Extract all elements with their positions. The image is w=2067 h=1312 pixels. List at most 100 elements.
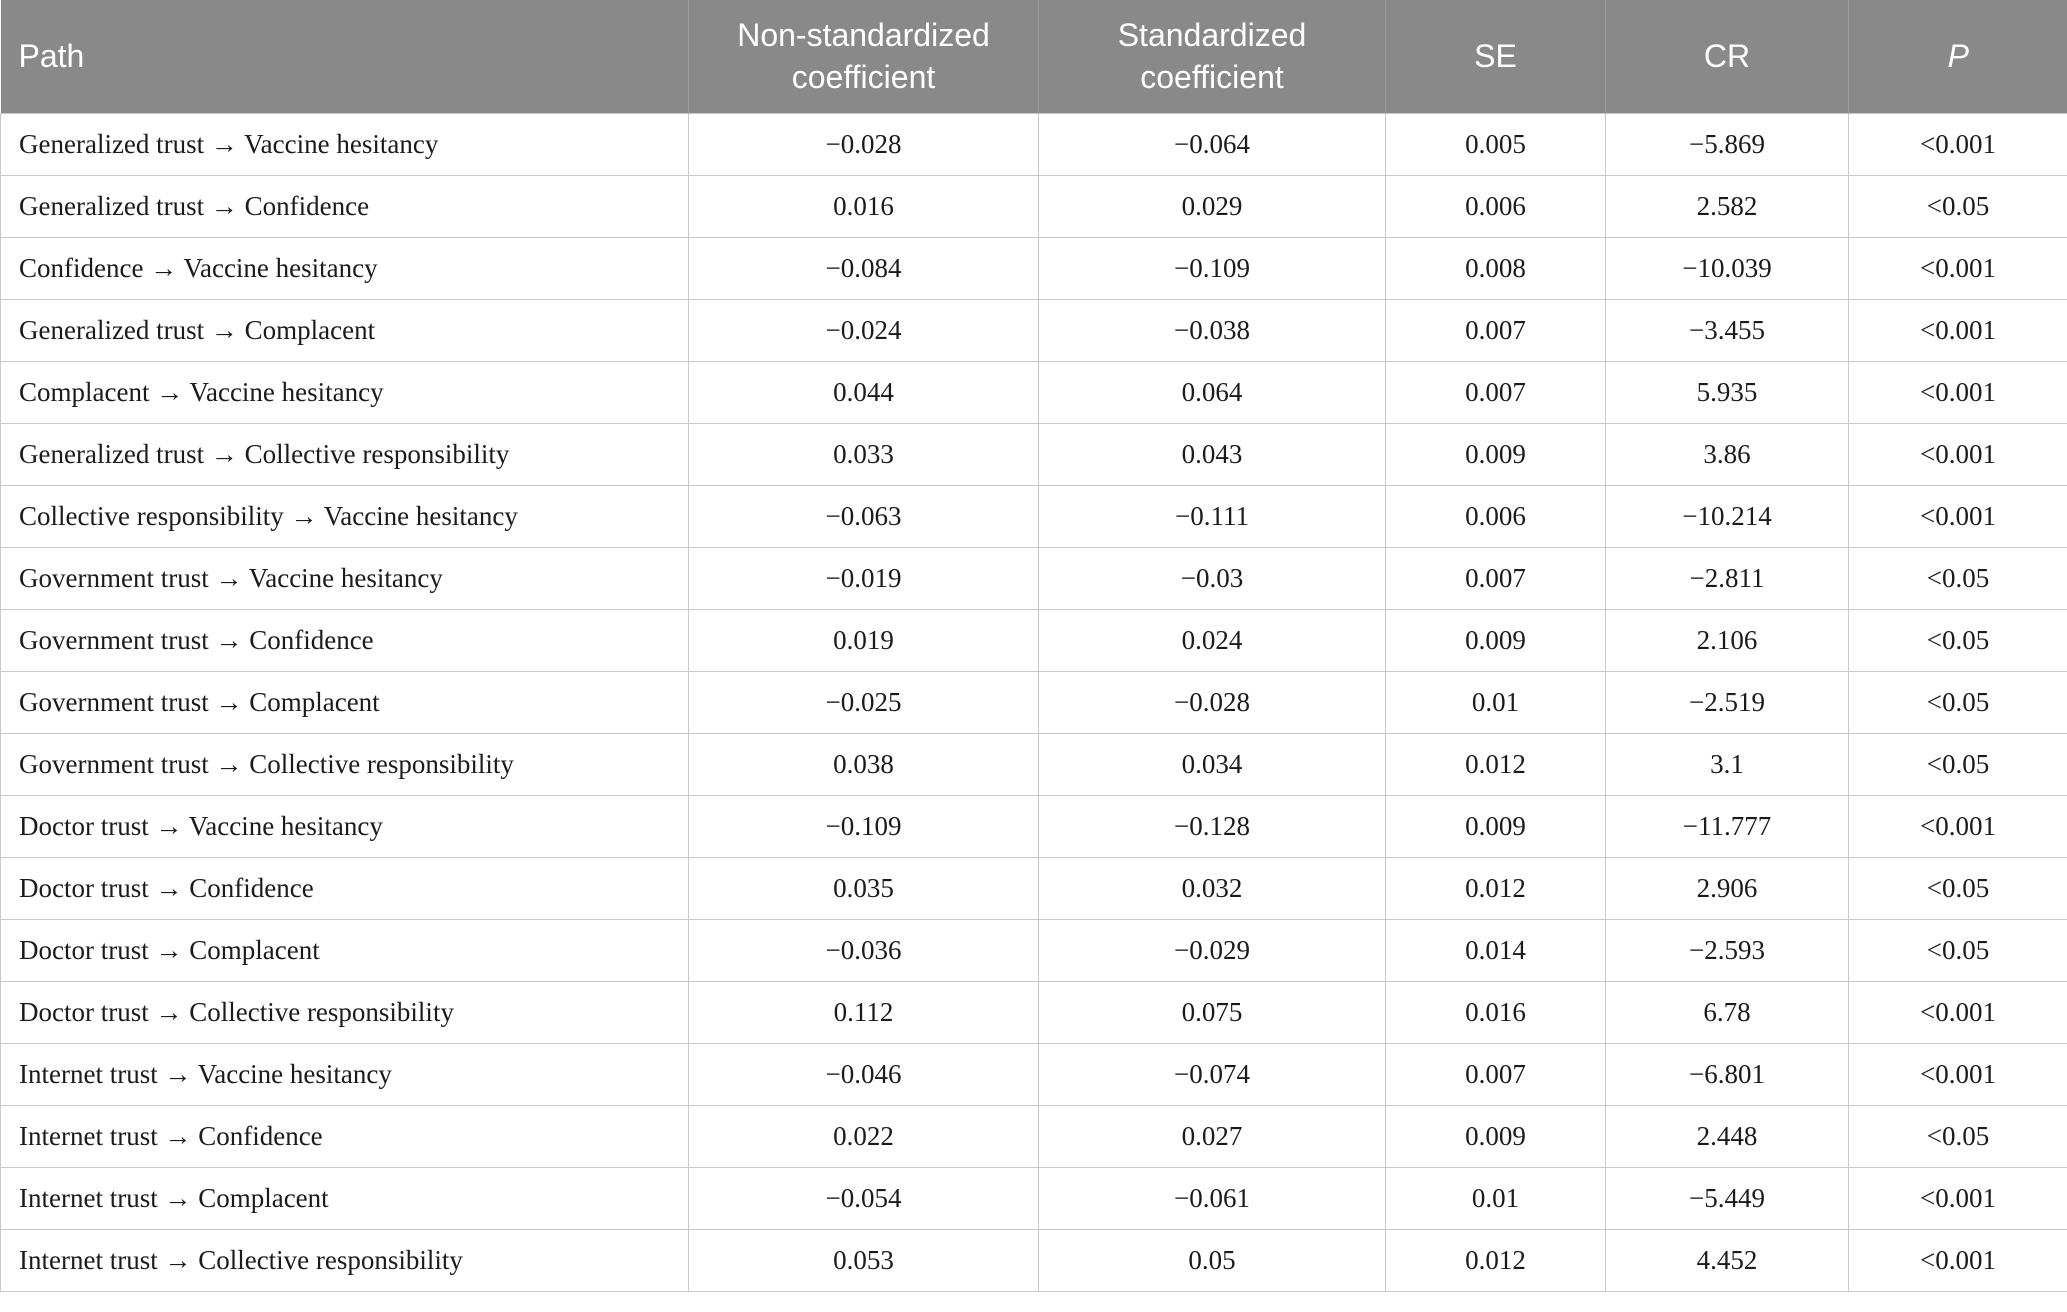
table-header: Path Non-standardized coefficient Standa… (0, 0, 2067, 114)
cell-non-standardized: −0.046 (688, 1043, 1039, 1106)
cell-p: <0.001 (1848, 113, 2067, 176)
cell-se: 0.012 (1385, 857, 1606, 920)
cell-non-standardized: −0.028 (688, 113, 1039, 176)
table-row: Confidence → Vaccine hesitancy −0.084 −0.1… (0, 237, 2067, 300)
cell-se: 0.012 (1385, 733, 1606, 796)
cell-cr: 3.1 (1605, 733, 1849, 796)
cell-se: 0.007 (1385, 299, 1606, 362)
cell-standardized: 0.024 (1038, 609, 1386, 672)
cell-non-standardized: −0.024 (688, 299, 1039, 362)
cell-cr: 3.86 (1605, 423, 1849, 486)
cell-non-standardized: 0.035 (688, 857, 1039, 920)
cell-non-standardized: 0.033 (688, 423, 1039, 486)
table-row: Government trust → Collective responsibi… (0, 733, 2067, 796)
cell-path: Complacent → Vaccine hesitancy (0, 361, 689, 424)
cell-se: 0.008 (1385, 237, 1606, 300)
cell-standardized: 0.043 (1038, 423, 1386, 486)
cell-p: <0.001 (1848, 1043, 2067, 1106)
table-row: Generalized trust → Complacent −0.024 −0.0… (0, 299, 2067, 362)
cell-standardized: −0.111 (1038, 485, 1386, 548)
cell-cr: −11.777 (1605, 795, 1849, 858)
cell-se: 0.01 (1385, 671, 1606, 734)
cell-path: Doctor trust → Confidence (0, 857, 689, 920)
cell-p: <0.001 (1848, 795, 2067, 858)
table-row: Doctor trust → Complacent −0.036 −0.029 0.0… (0, 919, 2067, 982)
cell-non-standardized: 0.053 (688, 1229, 1039, 1292)
cell-standardized: −0.128 (1038, 795, 1386, 858)
cell-path: Generalized trust → Confidence (0, 175, 689, 238)
cell-standardized: 0.029 (1038, 175, 1386, 238)
table-row: Internet trust → Collective responsibili… (0, 1229, 2067, 1292)
cell-non-standardized: −0.025 (688, 671, 1039, 734)
cell-non-standardized: −0.019 (688, 547, 1039, 610)
cell-standardized: −0.03 (1038, 547, 1386, 610)
cell-path: Internet trust → Collective responsibili… (0, 1229, 689, 1292)
cell-cr: −2.593 (1605, 919, 1849, 982)
cell-p: <0.001 (1848, 423, 2067, 486)
cell-standardized: 0.032 (1038, 857, 1386, 920)
cell-p: <0.05 (1848, 547, 2067, 610)
cell-se: 0.009 (1385, 423, 1606, 486)
cell-non-standardized: −0.036 (688, 919, 1039, 982)
cell-standardized: 0.034 (1038, 733, 1386, 796)
table-row: Generalized trust → Vaccine hesitancy −0.… (0, 113, 2067, 176)
cell-p: <0.001 (1848, 485, 2067, 548)
cell-p: <0.001 (1848, 299, 2067, 362)
header-row: Path Non-standardized coefficient Standa… (0, 0, 2067, 114)
cell-p: <0.001 (1848, 981, 2067, 1044)
cell-path: Doctor trust → Vaccine hesitancy (0, 795, 689, 858)
cell-standardized: −0.064 (1038, 113, 1386, 176)
cell-path: Generalized trust → Vaccine hesitancy (0, 113, 689, 176)
cell-cr: 2.582 (1605, 175, 1849, 238)
cell-se: 0.007 (1385, 361, 1606, 424)
cell-path: Internet trust → Confidence (0, 1105, 689, 1168)
cell-path: Government trust → Collective responsibi… (0, 733, 689, 796)
cell-path: Doctor trust → Collective responsibility (0, 981, 689, 1044)
cell-se: 0.005 (1385, 113, 1606, 176)
cell-p: <0.05 (1848, 671, 2067, 734)
cell-cr: −2.811 (1605, 547, 1849, 610)
table-row: Doctor trust → Vaccine hesitancy −0.109 −0… (0, 795, 2067, 858)
cell-se: 0.009 (1385, 1105, 1606, 1168)
cell-cr: −10.039 (1605, 237, 1849, 300)
table-row: Complacent → Vaccine hesitancy 0.044 0.064… (0, 361, 2067, 424)
cell-path: Doctor trust → Complacent (0, 919, 689, 982)
cell-standardized: −0.109 (1038, 237, 1386, 300)
cell-path: Generalized trust → Complacent (0, 299, 689, 362)
cell-non-standardized: −0.063 (688, 485, 1039, 548)
table-body: Generalized trust → Vaccine hesitancy −0.… (0, 113, 2067, 1292)
table-row: Government trust → Confidence 0.019 0.024 0… (0, 609, 2067, 672)
cell-cr: −2.519 (1605, 671, 1849, 734)
cell-se: 0.009 (1385, 795, 1606, 858)
cell-non-standardized: 0.016 (688, 175, 1039, 238)
cell-non-standardized: 0.022 (688, 1105, 1039, 1168)
cell-path: Government trust → Confidence (0, 609, 689, 672)
header-non-standardized-coefficient: Non-standardized coefficient (688, 0, 1039, 114)
cell-cr: −5.449 (1605, 1167, 1849, 1230)
cell-path: Government trust → Vaccine hesitancy (0, 547, 689, 610)
cell-path: Generalized trust → Collective responsib… (0, 423, 689, 486)
cell-non-standardized: −0.084 (688, 237, 1039, 300)
cell-cr: −10.214 (1605, 485, 1849, 548)
table-row: Government trust → Complacent −0.025 −0.02… (0, 671, 2067, 734)
cell-p: <0.05 (1848, 609, 2067, 672)
table-row: Doctor trust → Collective responsibility… (0, 981, 2067, 1044)
cell-standardized: 0.05 (1038, 1229, 1386, 1292)
table-row: Generalized trust → Collective responsib… (0, 423, 2067, 486)
cell-path: Internet trust → Vaccine hesitancy (0, 1043, 689, 1106)
cell-p: <0.05 (1848, 857, 2067, 920)
table-row: Government trust → Vaccine hesitancy −0.0… (0, 547, 2067, 610)
header-path: Path (0, 0, 689, 114)
cell-standardized: 0.075 (1038, 981, 1386, 1044)
cell-cr: 6.78 (1605, 981, 1849, 1044)
cell-cr: −5.869 (1605, 113, 1849, 176)
cell-non-standardized: 0.112 (688, 981, 1039, 1044)
cell-se: 0.009 (1385, 609, 1606, 672)
cell-p: <0.05 (1848, 1105, 2067, 1168)
header-se: SE (1385, 0, 1606, 114)
cell-standardized: −0.061 (1038, 1167, 1386, 1230)
cell-non-standardized: 0.044 (688, 361, 1039, 424)
cell-se: 0.006 (1385, 175, 1606, 238)
cell-path: Collective responsibility → Vaccine hesi… (0, 485, 689, 548)
